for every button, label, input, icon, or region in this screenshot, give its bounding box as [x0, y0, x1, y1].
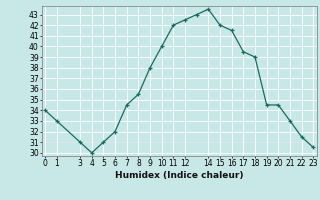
X-axis label: Humidex (Indice chaleur): Humidex (Indice chaleur)	[115, 171, 244, 180]
